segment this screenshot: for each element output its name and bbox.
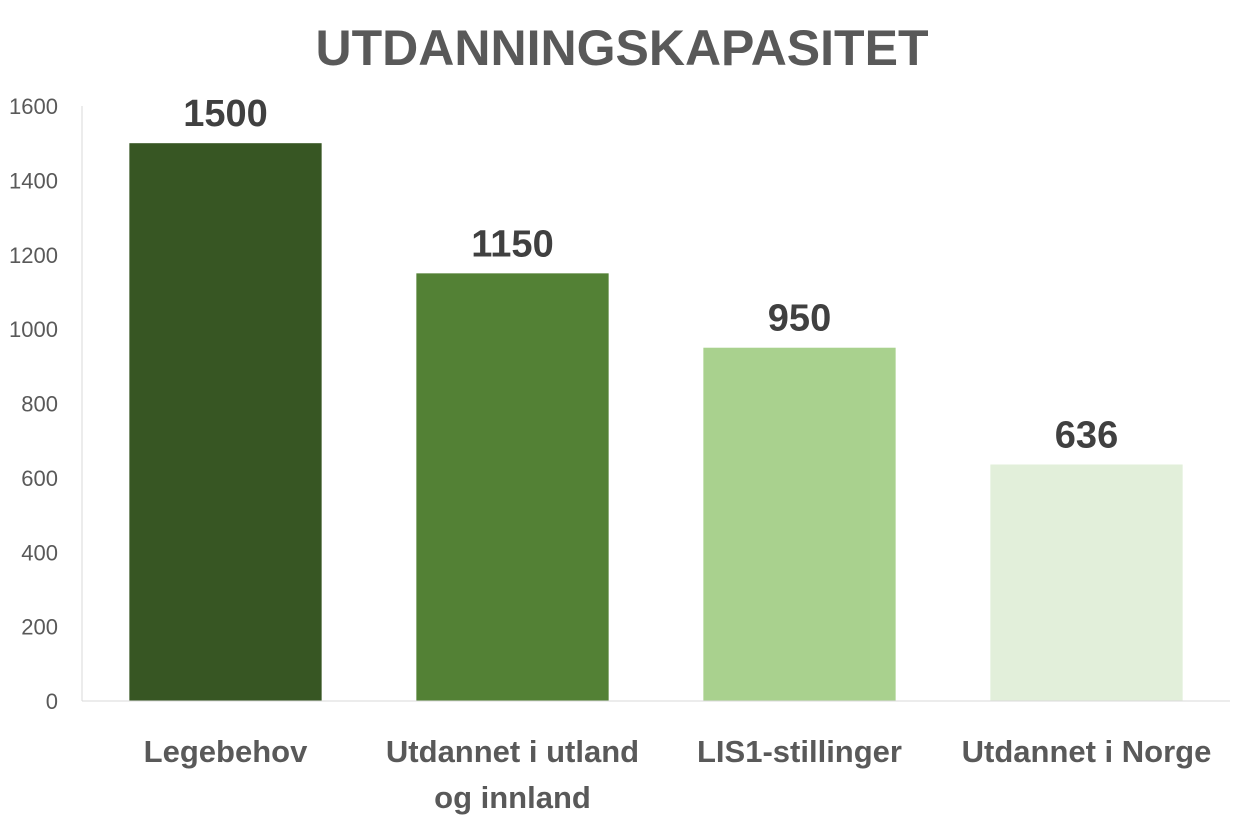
bar xyxy=(703,347,896,701)
x-category-label: Legebehov xyxy=(144,734,308,769)
x-category-label: og innland xyxy=(434,780,591,815)
bar xyxy=(990,464,1183,701)
y-tick-label: 800 xyxy=(21,392,58,417)
bar-value-label: 1150 xyxy=(471,223,553,265)
bar-value-label: 636 xyxy=(1055,414,1118,456)
bar-value-label: 1500 xyxy=(183,93,268,135)
bars xyxy=(129,143,1183,701)
y-tick-label: 1200 xyxy=(9,243,58,268)
y-tick-label: 0 xyxy=(46,689,58,714)
y-tick-label: 1400 xyxy=(9,168,58,193)
x-axis: Legebehov Utdannet i utland og innland LIS1… xyxy=(82,700,1230,815)
bar xyxy=(129,143,322,701)
y-tick-label: 1000 xyxy=(9,317,58,342)
data-labels: 1500 1150 950 636 xyxy=(183,93,1118,456)
y-axis: 0 200 400 600 800 1000 1200 1400 1600 xyxy=(9,94,83,714)
bar-value-label: 950 xyxy=(768,298,831,340)
y-tick-label: 400 xyxy=(21,540,58,565)
bar xyxy=(416,273,609,701)
y-tick-label: 600 xyxy=(21,466,58,491)
x-category-label: LIS1-stillinger xyxy=(697,734,902,769)
x-category-label: Utdannet i Norge xyxy=(962,734,1212,769)
y-tick-label: 1600 xyxy=(9,94,58,119)
x-category-label: Utdannet i utland xyxy=(386,734,639,769)
chart-title: UTDANNINGSKAPASITET xyxy=(316,20,929,76)
y-tick-label: 200 xyxy=(21,615,58,640)
